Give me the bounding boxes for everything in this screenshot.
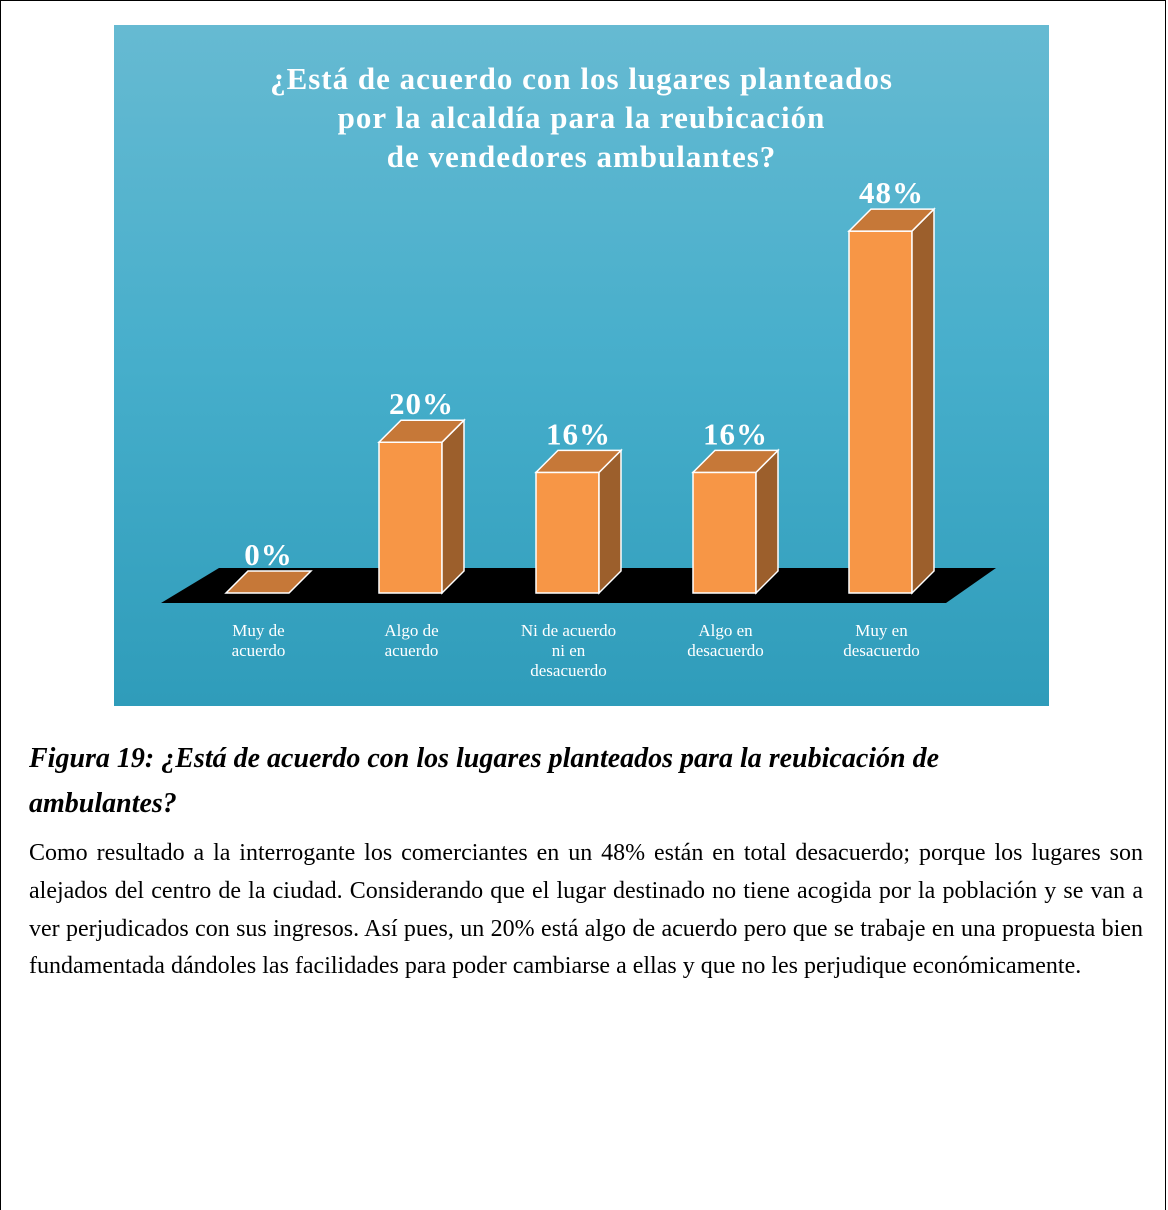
- x-tick-label: Muy en desacuerdo: [843, 621, 920, 660]
- value-label: 20%: [389, 386, 454, 421]
- bar: [847, 207, 936, 595]
- value-label: 0%: [244, 537, 293, 572]
- bar-side: [441, 418, 465, 595]
- bar-front: [692, 471, 757, 594]
- bar: [377, 418, 466, 595]
- value-label: 16%: [546, 416, 611, 451]
- bar-front: [535, 471, 600, 594]
- bar-top: [847, 208, 936, 232]
- value-label: 16%: [703, 416, 768, 451]
- paragraph: Como resultado a la interrogante los com…: [29, 840, 1143, 980]
- bar-front: [848, 230, 913, 594]
- x-tick-label: Algo en desacuerdo: [687, 621, 764, 660]
- bar-top: [377, 419, 466, 443]
- x-tick-label: Muy de acuerdo: [231, 621, 286, 660]
- bar: [534, 448, 623, 595]
- chart-title: ¿Está de acuerdo con los lugares plantea…: [270, 61, 893, 174]
- figure-caption: Figura 19: ¿Está de acuerdo con los luga…: [29, 743, 940, 819]
- value-label: 48%: [859, 175, 924, 210]
- bar-side: [911, 207, 935, 595]
- bar-front: [378, 441, 443, 594]
- bar-side: [755, 448, 779, 595]
- bar-top: [691, 449, 780, 474]
- x-tick-label: Ni de acuerdo ni en desacuerdo: [520, 621, 617, 680]
- bar: [691, 448, 780, 595]
- bar: [224, 570, 313, 594]
- chart: 0% 20% 16% 16% 48% ¿Está de acuerdo con los …: [114, 25, 1049, 706]
- x-tick-label: Algo de acuerdo: [384, 621, 439, 660]
- chart-plot: 0% 20% 16% 16% 48%: [161, 175, 996, 603]
- bar-side: [598, 448, 622, 595]
- bar-top: [534, 449, 623, 474]
- bar-top: [224, 570, 313, 594]
